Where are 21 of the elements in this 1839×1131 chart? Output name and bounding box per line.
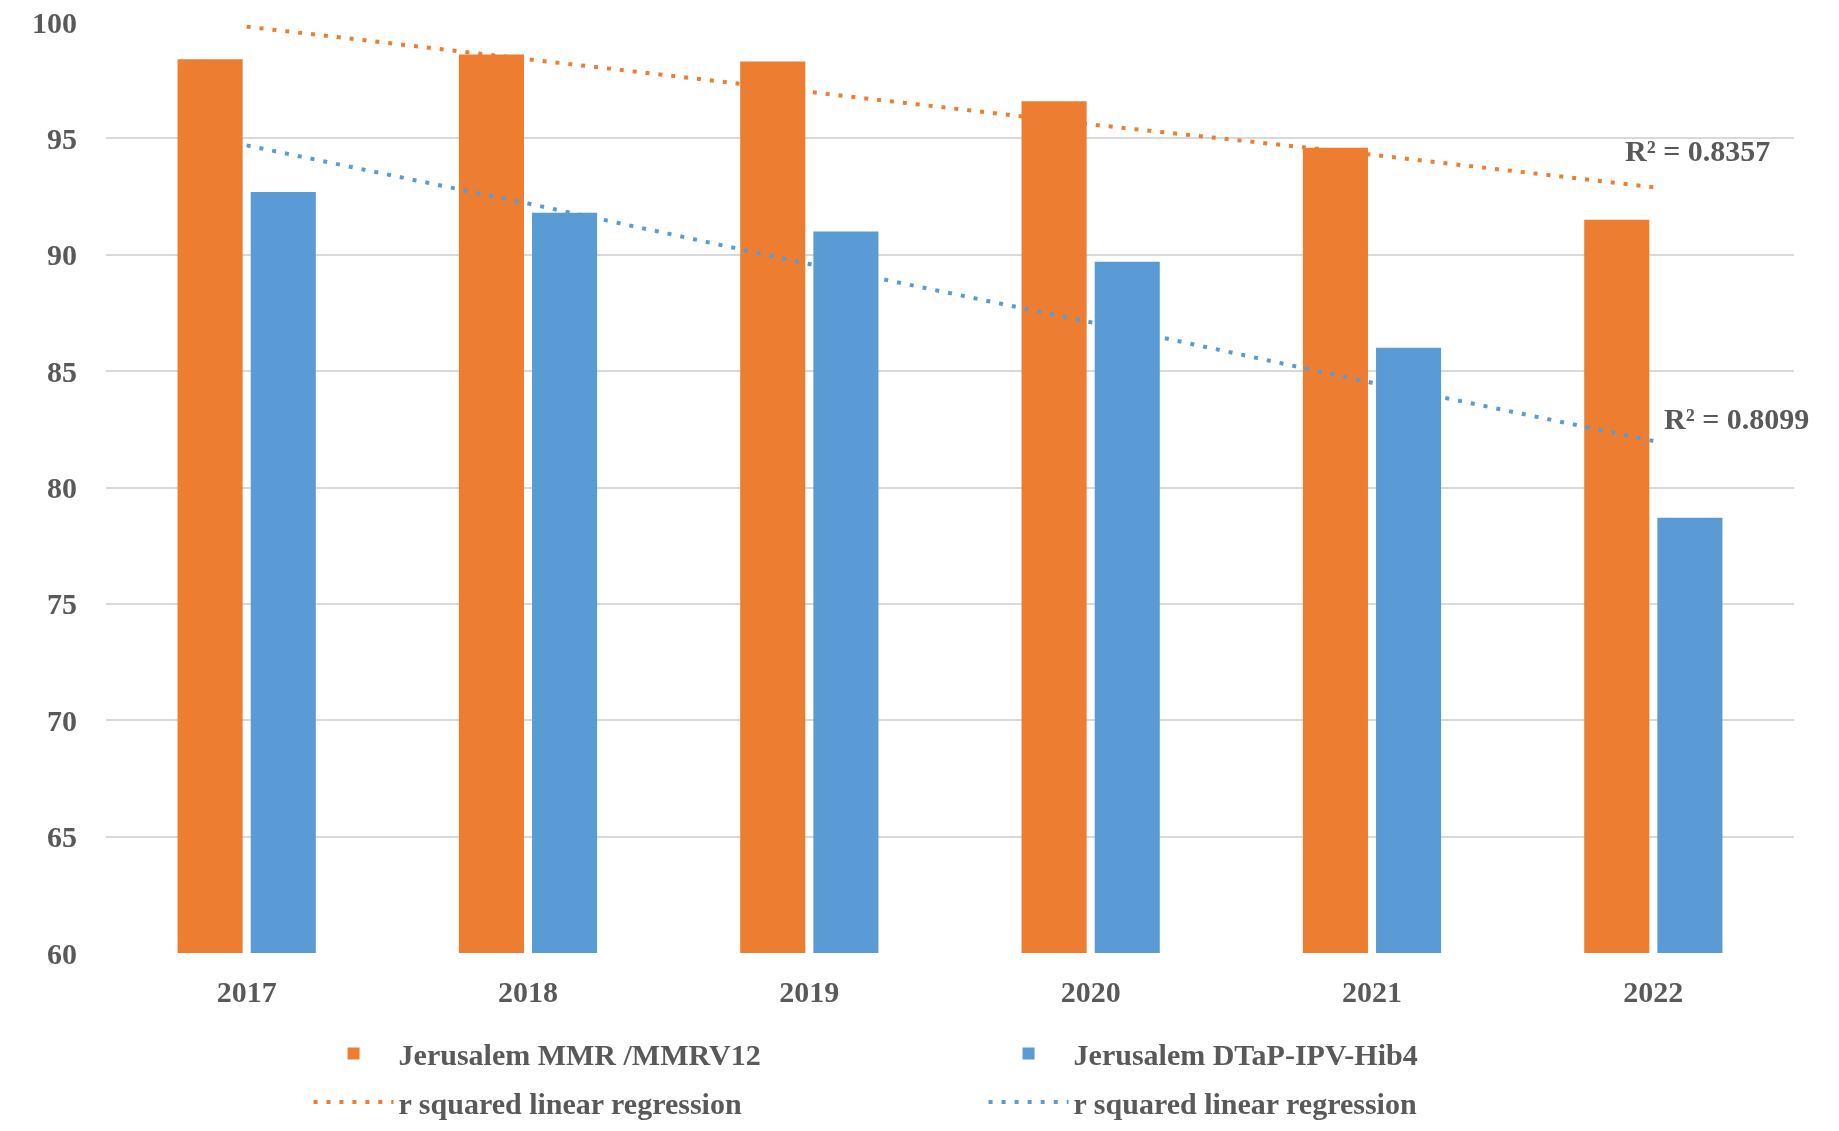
x-tick-label: 2022	[1623, 975, 1684, 1008]
y-tick-label: 80	[47, 471, 77, 504]
y-tick-label: 65	[47, 820, 77, 854]
x-tick-label: 2017	[216, 975, 277, 1008]
annotation: R² = 0.8357	[1625, 134, 1771, 167]
x-tick-label: 2020	[1060, 975, 1121, 1008]
x-tick-label: 2018	[498, 975, 558, 1008]
legend-label: Jerusalem MMR /MMRV12	[398, 1038, 761, 1072]
y-tick-label: 75	[47, 587, 77, 621]
y-tick-label: 60	[47, 936, 77, 970]
legend-label: r squared linear regression	[398, 1086, 742, 1120]
y-tick-label: 70	[47, 703, 77, 737]
legend-label: Jerusalem DTaP-IPV-Hib4	[1073, 1038, 1418, 1072]
annotation: R² = 0.8099	[1664, 402, 1810, 435]
legend-label: r squared linear regression	[1073, 1086, 1417, 1120]
y-tick-label: 95	[47, 121, 77, 155]
y-tick-label: 85	[47, 354, 77, 388]
y-tick-label: 90	[47, 238, 77, 272]
x-tick-label: 2021	[1342, 975, 1402, 1008]
y-tick-label: 100	[32, 5, 77, 39]
x-tick-label: 2019	[779, 975, 840, 1008]
